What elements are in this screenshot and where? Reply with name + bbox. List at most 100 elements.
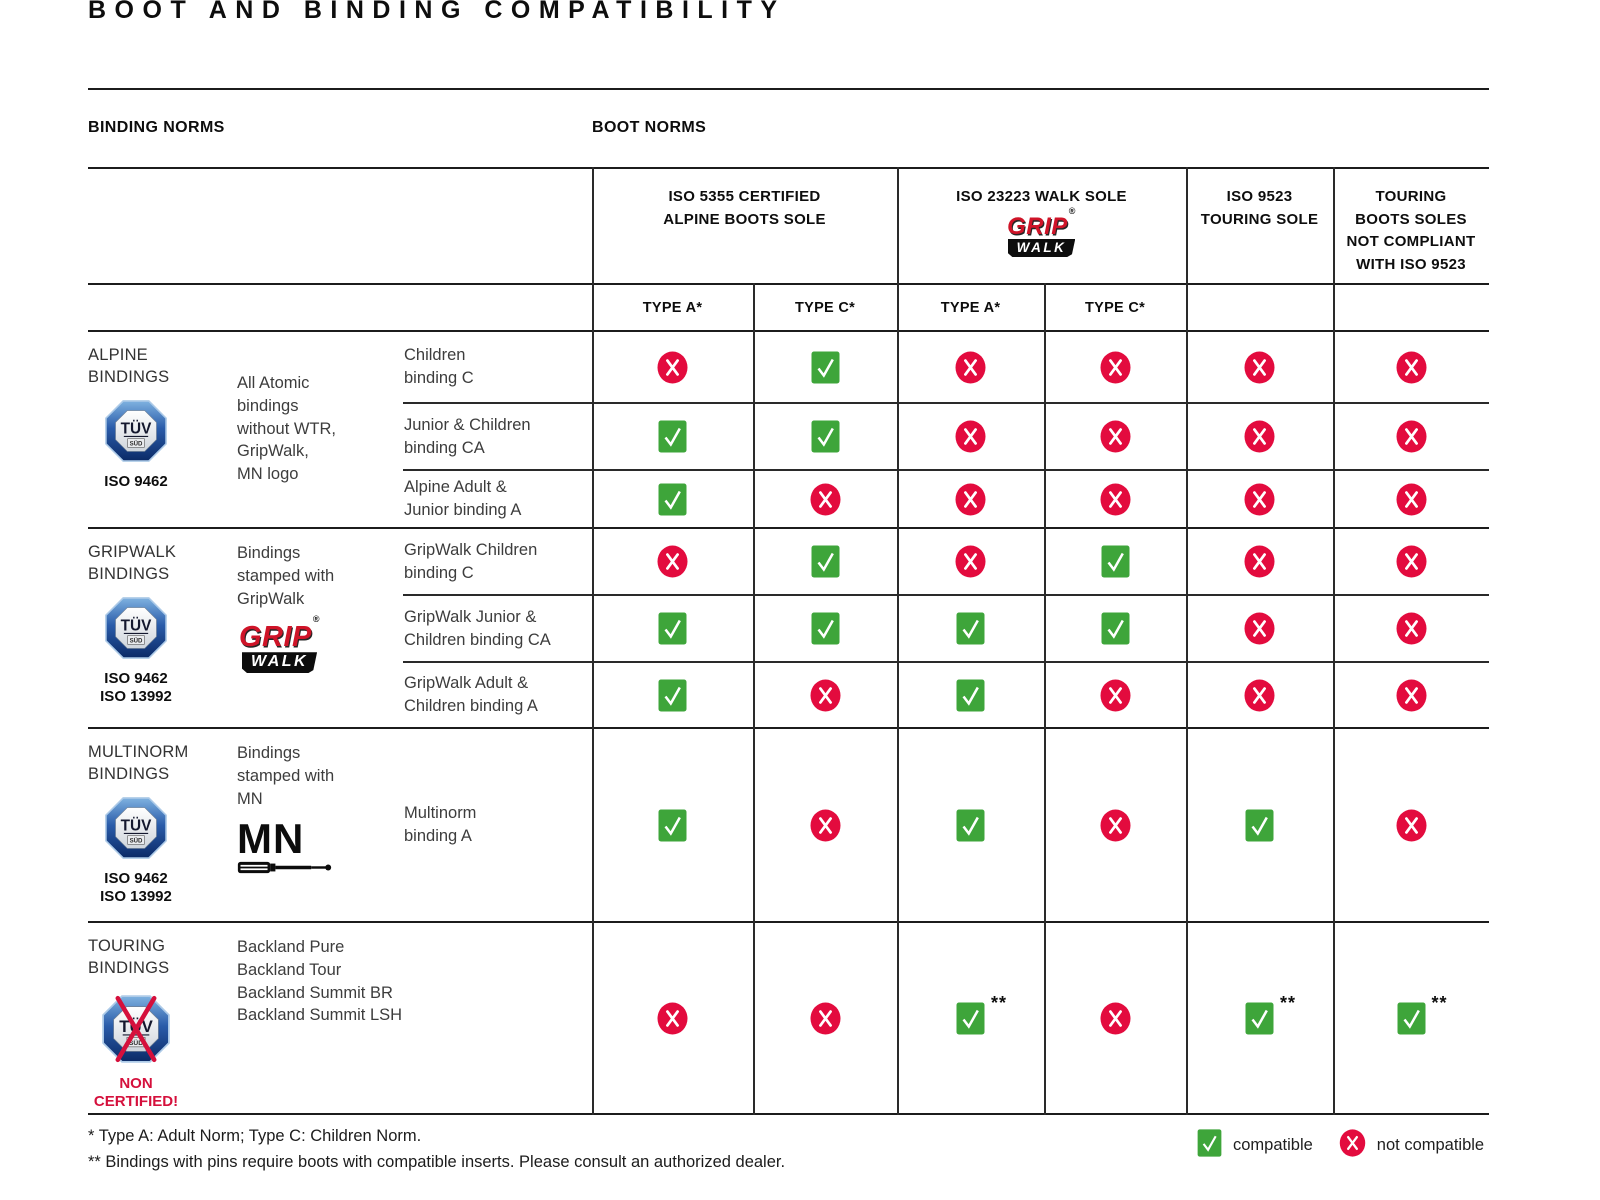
not-compatible-icon [1100,420,1131,453]
not-compatible-cell [592,332,753,402]
compatible-icon [658,483,687,516]
not-compatible-icon [1396,483,1427,516]
compatible-icon [1197,1129,1222,1162]
row-separator [403,469,1489,471]
not-compatible-icon [1244,612,1275,645]
marks-row: ** ** ** [592,923,1489,1113]
not-compatible-cell [753,729,897,921]
not-compatible-icon [810,1002,841,1035]
gripwalk-logo: GRIP® WALK [239,614,321,674]
compatible-icon [811,612,840,645]
cert-label: ISO 9462 [104,472,168,490]
binding-name-cell: Multinorm binding A [403,729,592,921]
not-compatible-icon [1100,679,1131,712]
not-compatible-icon [1244,483,1275,516]
not-compatible-cell [1044,729,1186,921]
not-compatible-icon [1244,545,1275,578]
compatible-icon: ** [956,993,1006,1035]
compatible-cell [592,471,753,527]
compatible-icon [658,420,687,453]
binding-name: Multinorm binding A [404,804,477,845]
compatible-icon [956,679,985,712]
binding-name-cell: GripWalk Children binding C [403,529,592,594]
compatible-cell [1044,596,1186,661]
compatible-cell [897,729,1044,921]
not-compatible-icon [1339,1129,1366,1162]
compatible-cell [1186,729,1333,921]
not-compatible-cell [592,923,753,1113]
not-compatible-icon [1100,1002,1131,1035]
column-separator [1044,283,1046,1115]
compatible-cell [753,404,897,469]
double-asterisk: ** [1431,992,1448,1013]
subheader-type-a: TYPE A* [940,299,1001,316]
binding-name: GripWalk Junior & Children binding CA [404,607,551,649]
alpine-description-cell: All Atomic bindings without WTR, GripWal… [237,332,403,527]
subheader-type-c: TYPE C* [1084,299,1146,316]
grip-text: GRIP® [1007,205,1076,240]
touring-models-cell: Backland Pure Backland Tour Backland Sum… [237,923,403,1113]
not-compatible-cell [753,663,897,727]
not-compatible-cell [897,529,1044,594]
grip-text: GRIP® [239,614,321,654]
column-separator [592,167,594,1115]
binding-name-cell: Children binding C [403,332,592,402]
column-header-text: TOURING BOOTS SOLES NOT COMPLIANT WITH I… [1346,188,1476,273]
compatible-cell [753,529,897,594]
group-touring-bindings: TOURING BINDINGS TÜV SÜD NON CERTIFIED! [88,923,237,1113]
not-compatible-cell [1333,729,1489,921]
alpine-cert-block: TÜV SÜD ISO 9462 [88,399,184,492]
group-description: Bindings stamped with MN [237,744,335,808]
boot-norms-label: BOOT NORMS [592,119,707,136]
binding-name-cell: Junior & Children binding CA [403,404,592,469]
row-separator [403,402,1489,404]
compatible-icon [811,351,840,384]
compatible-cell [1044,529,1186,594]
gripwalk-logo: GRIP® WALK [1007,205,1076,257]
not-compatible-icon [955,483,986,516]
not-compatible-icon [1244,351,1275,384]
tuv-sud-logo: TÜV SÜD [104,796,168,865]
compatible-icon [1101,545,1130,578]
compatible-cell: ** [1333,923,1489,1113]
touring-model-list: Backland Pure Backland Tour Backland Sum… [237,938,403,1025]
legend-not-compatible-label: not compatible [1376,1136,1485,1154]
screwdriver-icon [237,859,333,881]
not-compatible-icon [955,545,986,578]
compatible-cell: ** [1186,923,1333,1113]
not-compatible-icon [657,1002,688,1035]
marks-row [592,729,1489,921]
binding-name-cell: Alpine Adult & Junior binding A [403,471,592,527]
compatible-icon [658,612,687,645]
not-compatible-icon [1396,809,1427,842]
multinorm-cert-block: TÜV SÜD ISO 9462 ISO 13992 [88,796,184,908]
table-rule [88,527,1489,529]
gripwalk-logo: GRIP® WALK [1007,205,1076,257]
table-rule [88,727,1489,729]
group-label: TOURING BINDINGS [88,937,170,978]
column-header-text: ISO 9523 TOURING SOLE [1200,188,1319,228]
cert-label: ISO 9462 ISO 13992 [100,669,172,706]
not-compatible-icon [1100,483,1131,516]
column-header-iso23223: ISO 23223 WALK SOLE GRIP® WALK [897,169,1186,283]
group-description: Bindings stamped with GripWalk [237,544,335,608]
binding-name-cell: GripWalk Adult & Children binding A [403,663,592,727]
not-compatible-cell [1186,471,1333,527]
column-separator [1333,167,1335,1115]
not-compatible-icon [810,483,841,516]
compatible-icon [811,545,840,578]
not-compatible-icon [657,545,688,578]
not-compatible-cell [1186,332,1333,402]
not-compatible-icon [810,679,841,712]
not-compatible-cell [1186,663,1333,727]
group-alpine-bindings: ALPINE BINDINGS TÜV SÜD ISO 9462 [88,332,237,527]
marks-row [592,529,1489,594]
footnote-pin-bindings: ** Bindings with pins require boots with… [88,1153,786,1171]
not-compatible-cell [1333,471,1489,527]
compatible-icon [956,612,985,645]
not-compatible-icon [810,809,841,842]
not-compatible-cell [1044,471,1186,527]
cert-label: ISO 9462 ISO 13992 [100,869,172,906]
marks-row [592,663,1489,727]
compatible-cell [592,404,753,469]
